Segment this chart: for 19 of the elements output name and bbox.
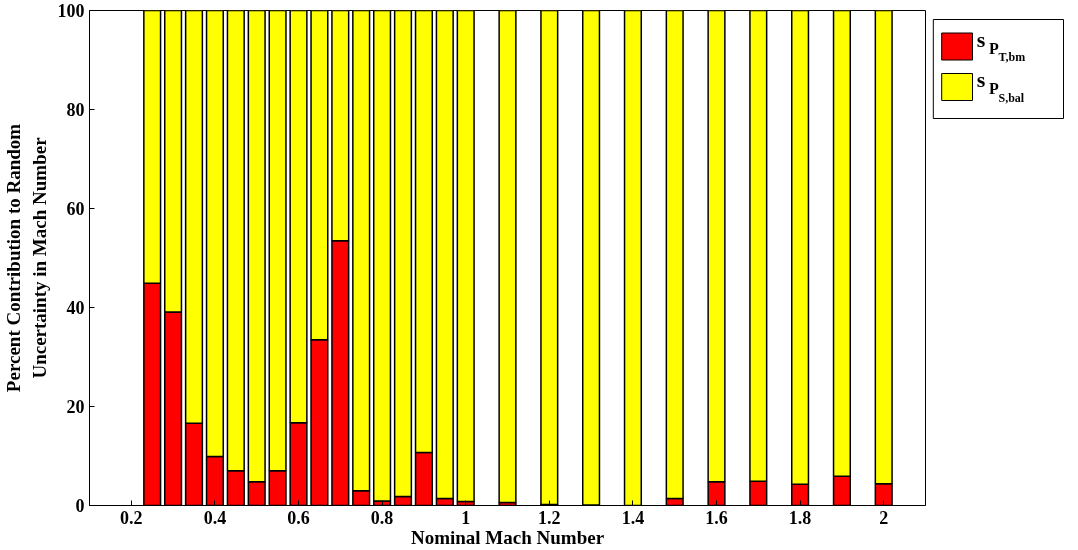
x-axis-title: Nominal Mach Number xyxy=(410,526,605,548)
y-tick-label: 80 xyxy=(66,100,85,120)
x-tick-label: 1.6 xyxy=(705,507,728,528)
y-tick-label: 40 xyxy=(66,298,85,318)
x-tick-label: 1.2 xyxy=(538,507,561,528)
y-axis-title: Percent Contribution to Random Uncertainty in Mach Number xyxy=(3,123,50,393)
x-tick-label: 0.6 xyxy=(287,507,310,528)
y-tick-label: 60 xyxy=(66,199,85,219)
x-tick-label: 1.8 xyxy=(788,507,812,528)
x-tick-label: 0.8 xyxy=(370,507,394,528)
x-tick-label: 0.4 xyxy=(203,507,227,528)
x-tick-label: 1.4 xyxy=(621,507,645,528)
y-tick-label: 20 xyxy=(66,397,85,417)
x-tick-label: 2 xyxy=(879,507,889,528)
y-tick-label: 0 xyxy=(75,496,85,516)
x-tick-label: 1 xyxy=(461,507,471,528)
bar xyxy=(498,10,517,504)
y-tick-label: 100 xyxy=(57,1,85,21)
x-tick-label: 0.2 xyxy=(120,507,143,528)
